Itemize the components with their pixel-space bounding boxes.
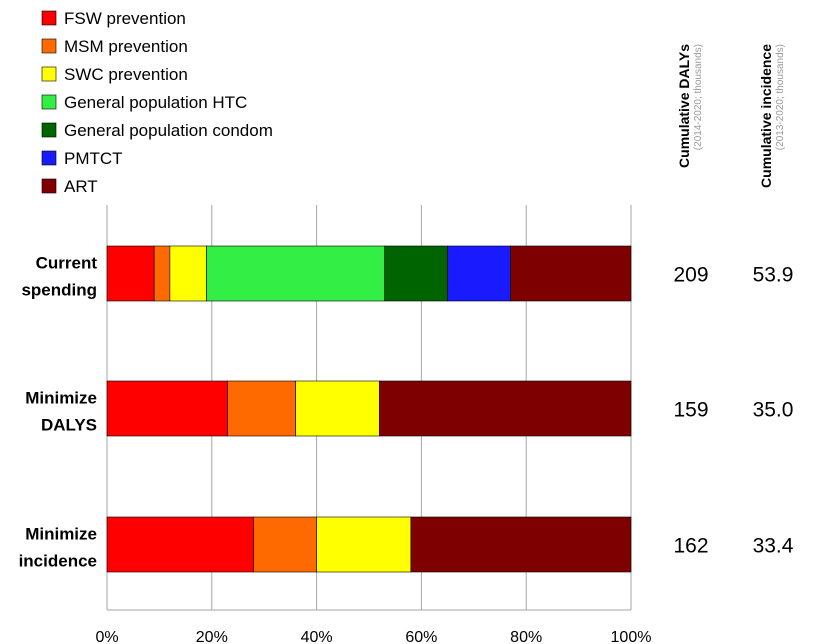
legend-label: ART (64, 177, 98, 196)
legend-label: MSM prevention (64, 37, 188, 56)
legend-label: General population condom (64, 121, 273, 140)
legend-label: PMTCT (64, 149, 123, 168)
column-value: 162 (673, 535, 708, 558)
bar-segment (253, 516, 317, 573)
category-label: DALYS (41, 416, 97, 435)
bar-segment (153, 245, 171, 302)
legend: FSW prevention MSM prevention SWC preventi… (41, 9, 273, 196)
legend-label: SWC prevention (64, 65, 188, 84)
x-tick-label: 40% (301, 629, 333, 644)
column-subtitle: (2013-2020; thousands) (775, 44, 786, 150)
legend-label: FSW prevention (64, 9, 186, 28)
side-columns: Cumulative DALYs (2014-2020; thousands) 20… (673, 44, 793, 558)
legend-swatch (41, 94, 57, 110)
legend-swatch (41, 10, 57, 26)
legend-swatch (41, 150, 57, 166)
column-title: Cumulative incidence (758, 44, 774, 188)
bars (106, 245, 632, 573)
bar-segment (410, 516, 632, 573)
column-subtitle: (2014-2020; thousands) (693, 44, 704, 150)
bar-segment (379, 380, 632, 437)
bar-segment (510, 245, 632, 302)
category-label: spending (21, 281, 97, 300)
legend-swatch (41, 122, 57, 138)
column-title: Cumulative DALYs (676, 44, 692, 168)
legend-swatch (41, 178, 57, 194)
bar-segment (384, 245, 448, 302)
legend-swatch (41, 66, 57, 82)
legend-label: General population HTC (64, 93, 247, 112)
category-label: incidence (19, 552, 97, 571)
x-tick-label: 60% (405, 629, 437, 644)
column-value: 35.0 (753, 399, 794, 422)
bar-segment (206, 245, 386, 302)
column-value: 33.4 (753, 535, 794, 558)
category-label: Minimize (25, 389, 97, 408)
x-tick-labels: 0% 20% 40% 60% 80% 100% (95, 629, 651, 644)
x-tick-label: 0% (95, 629, 118, 644)
column-value: 53.9 (753, 264, 794, 287)
category-labels: Current spending Minimize DALYS Minimize inci… (19, 254, 98, 571)
bar-segment (227, 380, 296, 437)
bar-segment (169, 245, 207, 302)
bar-segment (106, 245, 155, 302)
category-label: Minimize (25, 525, 97, 544)
bar-segment (295, 380, 380, 437)
bar-segment (106, 516, 255, 573)
column-value: 159 (673, 399, 708, 422)
category-label: Current (36, 254, 98, 273)
legend-swatch (41, 38, 57, 54)
bar-segment (106, 380, 228, 437)
bar-segment (447, 245, 511, 302)
bar-segment (316, 516, 412, 573)
column-value: 209 (673, 264, 708, 287)
x-tick-label: 100% (611, 629, 652, 644)
x-tick-label: 80% (510, 629, 542, 644)
x-tick-label: 20% (196, 629, 228, 644)
